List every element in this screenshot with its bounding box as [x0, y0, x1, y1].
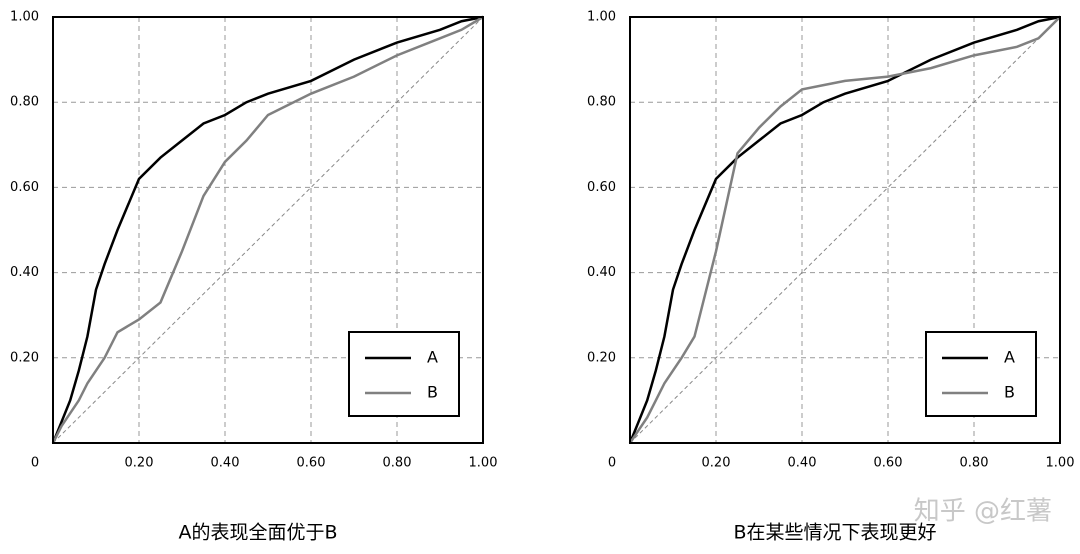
- y-tick-label: 0.60: [10, 180, 39, 195]
- y-tick-label: 0.20: [587, 350, 616, 365]
- legend-label: A: [1004, 348, 1015, 367]
- legend-label: B: [1004, 383, 1015, 402]
- legend-label: A: [427, 348, 438, 367]
- x-tick-label: 0.60: [297, 456, 326, 471]
- diagonal: [629, 16, 1061, 444]
- x-tick-label: 0.40: [788, 456, 817, 471]
- y-tick-label: 0.60: [587, 180, 616, 195]
- x-tick-label: 0.20: [702, 456, 731, 471]
- y-tick-label: 0.20: [10, 350, 39, 365]
- line-series: [51, 15, 484, 444]
- x-tick-label: 1.00: [1046, 456, 1075, 471]
- x-tick-label: 0.60: [874, 456, 903, 471]
- x-tick-label: 0.80: [383, 456, 412, 471]
- y-tick-label: 0.40: [10, 265, 39, 280]
- line-series: [51, 15, 484, 444]
- y-tick-label: 0.80: [587, 95, 616, 110]
- x-tick-label: 0.80: [960, 456, 989, 471]
- chart-caption: A的表现全面优于B: [178, 522, 337, 544]
- chart-caption: B在某些情况下表现更好: [733, 522, 936, 544]
- x-tick-label: 1.00: [469, 456, 498, 471]
- y-tick-label: 0.40: [587, 265, 616, 280]
- y-tick-label: 1.00: [10, 10, 39, 25]
- legend-label: B: [427, 383, 438, 402]
- plot-frame: [52, 16, 484, 444]
- x-tick-label: 0: [608, 456, 616, 471]
- diagonal: [52, 16, 484, 444]
- x-tick-label: 0.40: [211, 456, 240, 471]
- legend-box: [348, 331, 460, 417]
- y-tick-label: 0.80: [10, 95, 39, 110]
- y-tick-label: 1.00: [587, 10, 616, 25]
- plot-frame: [629, 16, 1061, 444]
- x-tick-label: 0.20: [125, 456, 154, 471]
- x-tick-label: 0: [31, 456, 39, 471]
- line-series: [628, 15, 1061, 444]
- watermark: 知乎 @红薯: [914, 497, 1052, 527]
- line-series: [628, 16, 1061, 444]
- legend-box: [925, 331, 1037, 417]
